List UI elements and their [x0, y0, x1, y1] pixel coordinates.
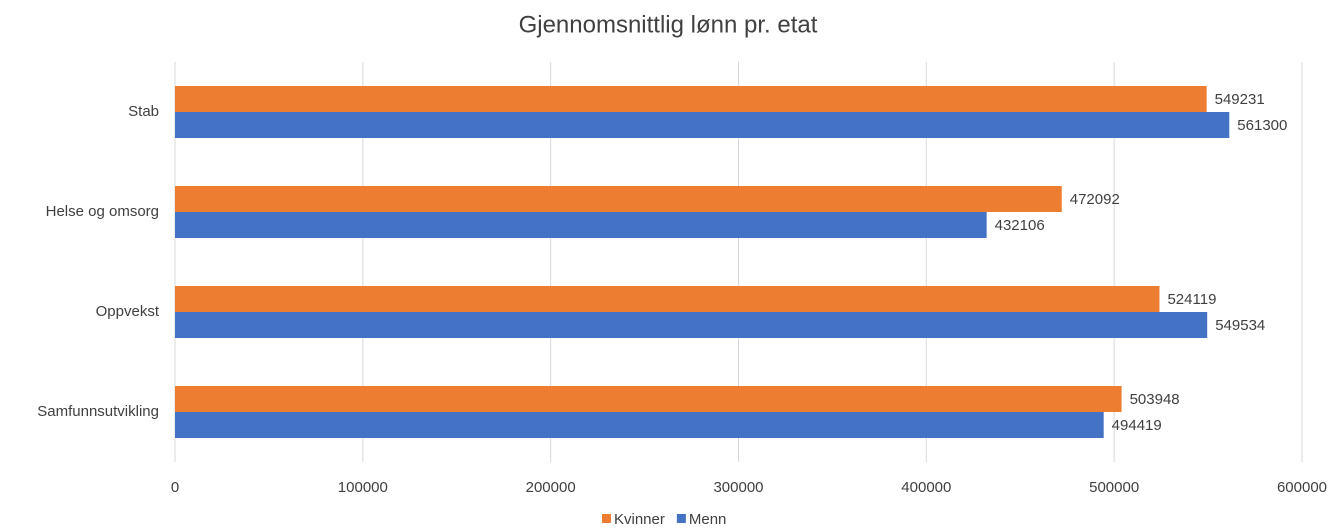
y-tick-label: Oppvekst — [96, 303, 160, 320]
bar — [175, 412, 1104, 438]
x-tick-label: 0 — [171, 479, 179, 496]
x-tick-label: 200000 — [526, 479, 576, 496]
legend-label: Menn — [689, 511, 727, 528]
y-tick-label: Samfunnsutvikling — [37, 403, 159, 420]
bar — [175, 186, 1062, 212]
bar — [175, 286, 1160, 312]
legend-swatch — [676, 514, 686, 523]
x-tick-label: 600000 — [1277, 479, 1327, 496]
bar — [175, 212, 987, 238]
data-label: 503948 — [1130, 391, 1180, 408]
bar — [175, 386, 1122, 412]
data-label: 432106 — [995, 217, 1045, 234]
legend-label: Kvinner — [614, 511, 665, 528]
x-tick-label: 400000 — [901, 479, 951, 496]
bar — [175, 86, 1207, 112]
legend-swatch — [602, 514, 611, 523]
y-tick-label: Stab — [128, 103, 159, 120]
data-label: 561300 — [1237, 117, 1287, 134]
data-label: 494419 — [1112, 417, 1162, 434]
x-tick-label: 300000 — [713, 479, 763, 496]
chart-title: Gjennomsnittlig lønn pr. etat — [519, 11, 818, 38]
data-label: 472092 — [1070, 191, 1120, 208]
x-tick-label: 500000 — [1089, 479, 1139, 496]
bar — [175, 312, 1208, 338]
bar — [175, 112, 1230, 138]
data-label: 524119 — [1167, 291, 1216, 308]
x-tick-label: 100000 — [338, 479, 388, 496]
data-label: 549534 — [1215, 317, 1265, 334]
y-tick-label: Helse og omsorg — [46, 203, 159, 220]
data-label: 549231 — [1215, 91, 1265, 108]
